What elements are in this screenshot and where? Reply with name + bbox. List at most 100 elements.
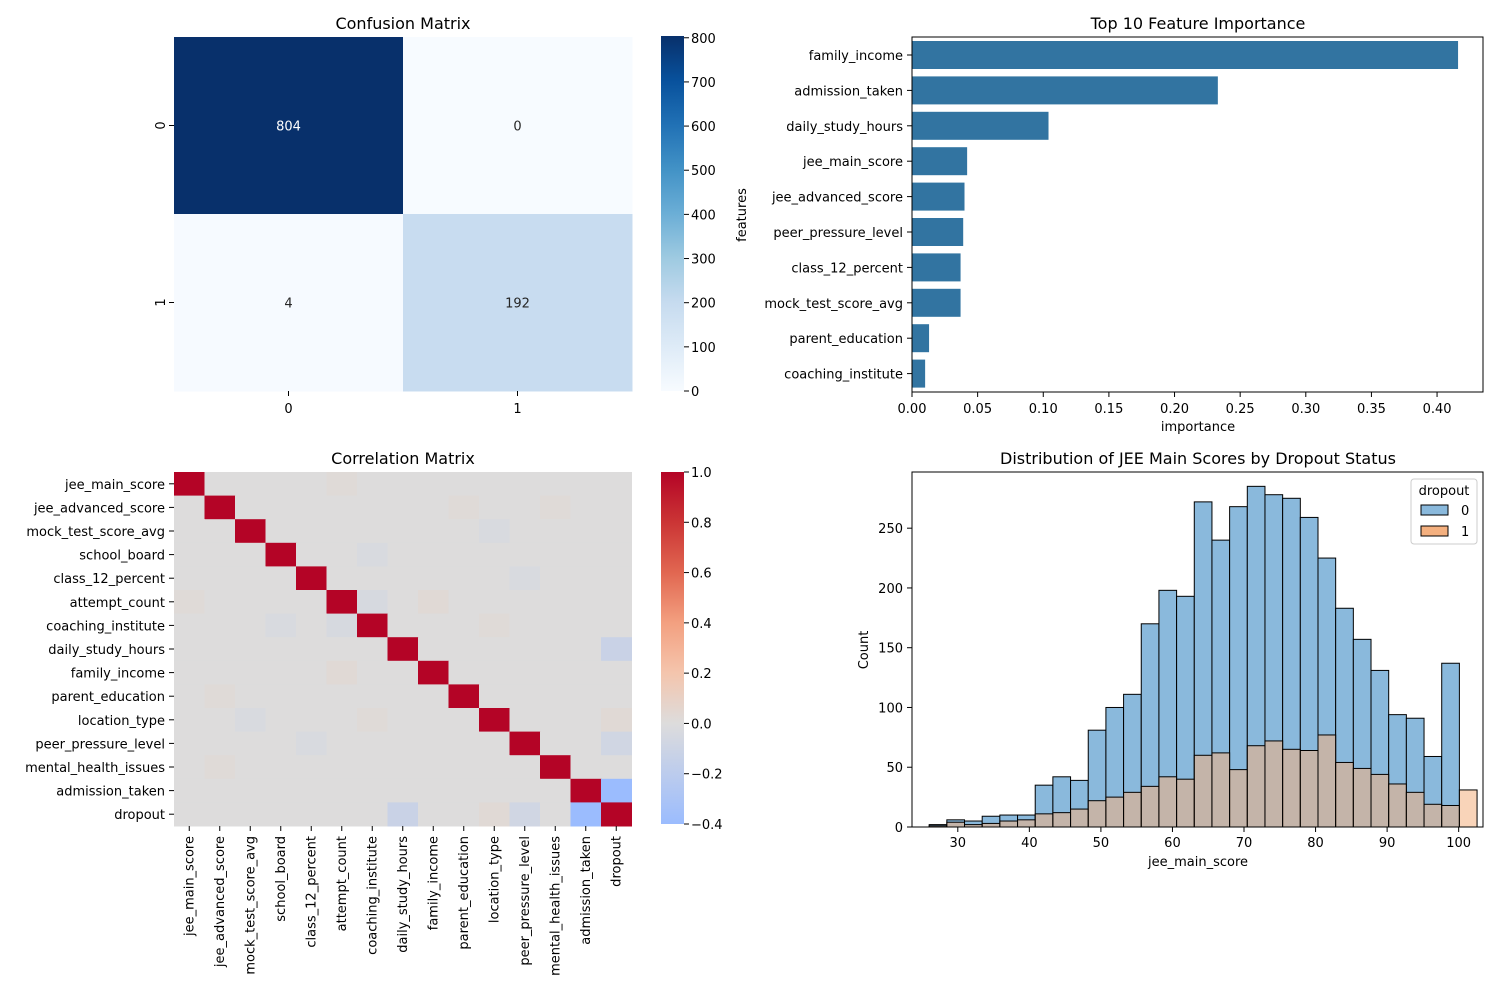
corr-cell-8-3 <box>266 661 297 685</box>
corr-cell-6-7 <box>388 614 419 638</box>
corr-cell-12-10 <box>479 755 510 779</box>
corr-ytick-label-0: jee_main_score <box>64 478 165 493</box>
corr-cell-5-11 <box>510 590 541 614</box>
correlation-matrix-cells <box>174 472 632 827</box>
corr-cell-2-9 <box>449 519 480 543</box>
corr-cell-11-10 <box>479 732 510 756</box>
corr-cell-9-7 <box>388 684 419 708</box>
corr-cbar-label-7: 1.0 <box>691 466 712 481</box>
corr-cell-8-9 <box>449 661 480 685</box>
correlation-colorbar-ticks: −0.4−0.20.00.20.40.60.81.0 <box>684 466 723 833</box>
legend-swatch-1 <box>1421 526 1448 536</box>
corr-cell-12-5 <box>327 755 358 779</box>
hist-bar-1-28 <box>1424 804 1442 827</box>
corr-cell-10-5 <box>327 708 358 732</box>
corr-ytick-label-1: jee_advanced_score <box>33 501 165 516</box>
corr-cell-7-4 <box>296 637 327 661</box>
corr-cell-8-11 <box>510 661 541 685</box>
corr-cell-4-7 <box>388 566 419 590</box>
corr-cbar-label-0: −0.4 <box>691 818 723 833</box>
corr-cell-14-9 <box>449 802 480 826</box>
corr-cell-0-6 <box>357 472 388 496</box>
corr-cell-5-7 <box>388 590 419 614</box>
corr-cell-0-12 <box>540 472 571 496</box>
corr-cell-7-10 <box>479 637 510 661</box>
corr-cell-4-6 <box>357 566 388 590</box>
cm-cbar-label-5: 500 <box>691 164 716 179</box>
hist-bar-1-8 <box>1071 809 1089 827</box>
corr-ytick-label-6: coaching_institute <box>46 619 165 634</box>
corr-cell-6-14 <box>601 614 632 638</box>
corr-cell-14-7 <box>388 802 419 826</box>
feature-importance-panel: Top 10 Feature Importance family_incomea… <box>735 14 1483 435</box>
corr-xtick-label-1: jee_advanced_score <box>213 836 228 968</box>
corr-cell-8-5 <box>327 661 358 685</box>
fi-xtick-label-2: 0.10 <box>1029 402 1058 417</box>
fi-ytick-label-5: peer_pressure_level <box>773 226 903 241</box>
corr-cell-11-1 <box>205 732 236 756</box>
corr-cell-5-12 <box>540 590 571 614</box>
hist-bar-1-24 <box>1353 768 1371 827</box>
corr-cell-5-3 <box>266 590 297 614</box>
corr-cell-6-4 <box>296 614 327 638</box>
hist-ytick-label-5: 250 <box>878 522 903 537</box>
cm-ytick-label-0: 0 <box>154 121 169 129</box>
corr-cell-12-4 <box>296 755 327 779</box>
corr-cell-9-8 <box>418 684 449 708</box>
corr-ytick-label-14: dropout <box>114 808 165 823</box>
corr-cell-14-14 <box>601 802 632 826</box>
corr-cell-4-3 <box>266 566 297 590</box>
hist-bar-1-4 <box>1000 821 1018 827</box>
corr-cell-13-4 <box>296 779 327 803</box>
corr-cell-11-7 <box>388 732 419 756</box>
corr-cell-11-6 <box>357 732 388 756</box>
confusion-matrix-cells: 804 0 4 192 <box>174 37 633 392</box>
corr-cbar-label-5: 0.6 <box>691 567 712 582</box>
corr-cell-14-4 <box>296 802 327 826</box>
corr-cell-7-14 <box>601 637 632 661</box>
corr-cell-10-10 <box>479 708 510 732</box>
corr-cell-7-3 <box>266 637 297 661</box>
corr-cell-3-4 <box>296 543 327 567</box>
corr-cell-1-4 <box>296 496 327 520</box>
corr-cbar-label-2: 0.0 <box>691 717 712 732</box>
corr-cell-0-2 <box>235 472 266 496</box>
corr-cell-13-0 <box>174 779 205 803</box>
hist-bar-1-23 <box>1336 762 1354 827</box>
feature-importance-title: Top 10 Feature Importance <box>1090 14 1306 33</box>
importance-bar-9 <box>912 360 925 388</box>
corr-cell-3-6 <box>357 543 388 567</box>
corr-cell-14-10 <box>479 802 510 826</box>
cm-cbar-label-2: 200 <box>691 297 716 312</box>
corr-cell-0-11 <box>510 472 541 496</box>
corr-cell-2-1 <box>205 519 236 543</box>
corr-cell-1-10 <box>479 496 510 520</box>
corr-cell-7-11 <box>510 637 541 661</box>
corr-cell-8-7 <box>388 661 419 685</box>
hist-xtick-label-6: 90 <box>1379 836 1396 851</box>
hist-bar-1-25 <box>1371 774 1389 827</box>
corr-xtick-label-0: jee_main_score <box>182 836 197 937</box>
cm-cell-label-1-1: 192 <box>505 297 530 312</box>
corr-cell-9-6 <box>357 684 388 708</box>
corr-cell-2-6 <box>357 519 388 543</box>
cm-xtick-label-0: 0 <box>284 402 292 417</box>
corr-cell-4-10 <box>479 566 510 590</box>
corr-cell-2-10 <box>479 519 510 543</box>
histogram-bars <box>929 486 1477 827</box>
fi-xtick-label-0: 0.00 <box>898 402 927 417</box>
cm-cbar-label-6: 600 <box>691 120 716 135</box>
corr-cell-12-8 <box>418 755 449 779</box>
corr-cell-11-9 <box>449 732 480 756</box>
confusion-colorbar-ticks: 0100200300400500600700800 <box>684 32 716 400</box>
corr-ytick-label-4: class_12_percent <box>53 572 165 587</box>
corr-xtick-label-6: coaching_institute <box>365 836 380 955</box>
corr-ytick-label-12: mental_health_issues <box>25 761 165 776</box>
corr-cell-1-1 <box>205 496 236 520</box>
fi-xtick-label-8: 0.40 <box>1423 402 1452 417</box>
importance-bar-4 <box>912 183 965 211</box>
hist-bar-1-9 <box>1088 801 1106 827</box>
corr-cell-3-1 <box>205 543 236 567</box>
correlation-colorbar <box>661 472 684 824</box>
